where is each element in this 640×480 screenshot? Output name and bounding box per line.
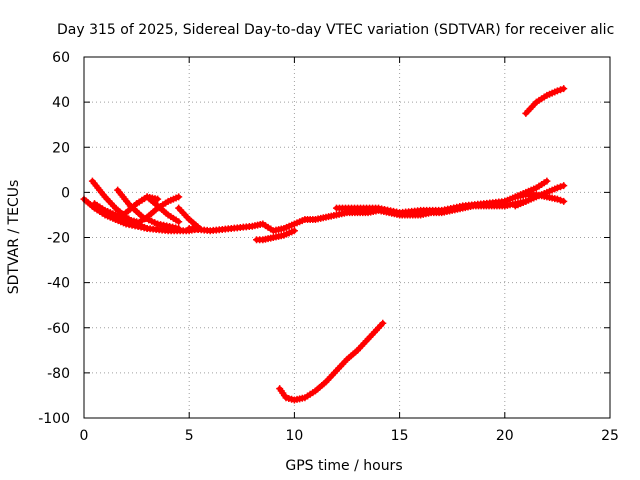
y-tick-label: 20 bbox=[52, 140, 70, 156]
data-point bbox=[560, 85, 568, 93]
data-point bbox=[553, 184, 561, 192]
series-line bbox=[277, 320, 386, 403]
data-point bbox=[553, 195, 561, 203]
y-tick-label: 60 bbox=[52, 50, 70, 66]
y-tick-labels: -100 -80 -60 -40 -20 0 20 40 60 bbox=[38, 50, 70, 427]
plot-marks bbox=[80, 85, 568, 404]
series-dip bbox=[253, 227, 298, 244]
y-axis-title: SDTVAR / TECUs bbox=[6, 180, 22, 295]
ticks bbox=[83, 56, 611, 419]
chart-title: Day 315 of 2025, Sidereal Day-to-day VTE… bbox=[57, 22, 614, 38]
data-point bbox=[557, 86, 565, 94]
y-tick-label: 0 bbox=[61, 185, 70, 201]
x-axis-title: GPS time / hours bbox=[285, 458, 402, 474]
data-point bbox=[290, 227, 298, 235]
y-tick-label: -40 bbox=[47, 276, 70, 292]
x-tick-labels: 0 5 10 15 20 25 bbox=[80, 428, 619, 444]
data-point bbox=[379, 319, 387, 327]
data-point bbox=[557, 183, 565, 191]
y-tick-label: -100 bbox=[38, 411, 70, 427]
data-point bbox=[560, 182, 568, 190]
x-tick-label: 5 bbox=[185, 428, 194, 444]
data-point bbox=[154, 195, 162, 203]
data-point bbox=[543, 177, 551, 185]
data-point bbox=[175, 218, 183, 226]
x-tick-label: 15 bbox=[391, 428, 409, 444]
series-arc8 bbox=[175, 204, 204, 232]
series-end3 bbox=[511, 191, 568, 205]
x-tick-label: 25 bbox=[601, 428, 619, 444]
data-point bbox=[553, 87, 561, 95]
data-point bbox=[175, 193, 183, 201]
series-main_upper bbox=[332, 197, 509, 217]
y-tick-label: -80 bbox=[47, 366, 70, 382]
x-tick-label: 10 bbox=[285, 428, 303, 444]
data-point bbox=[175, 224, 183, 232]
grid-lines bbox=[84, 57, 610, 418]
series-low_arc bbox=[276, 319, 387, 404]
y-tick-label: -20 bbox=[47, 231, 70, 247]
y-tick-label: 40 bbox=[52, 95, 70, 111]
x-tick-label: 0 bbox=[80, 428, 89, 444]
data-point bbox=[557, 196, 565, 204]
y-tick-label: -60 bbox=[47, 321, 70, 337]
series-arc7 bbox=[143, 193, 183, 226]
series-high_arc bbox=[522, 85, 568, 117]
data-point bbox=[143, 224, 151, 232]
data-point bbox=[560, 197, 568, 205]
x-tick-label: 20 bbox=[496, 428, 514, 444]
